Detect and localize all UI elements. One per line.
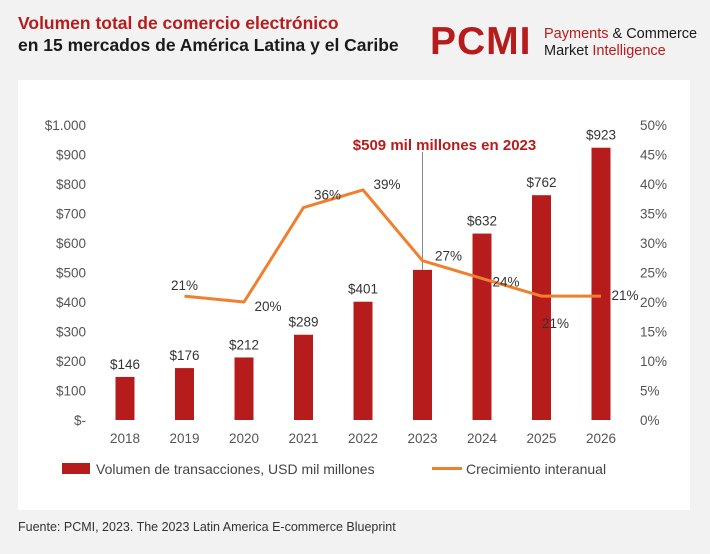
- y-right-tick-label: 30%: [640, 236, 667, 251]
- y-right-tick-label: 5%: [640, 384, 660, 399]
- y-left-tick-label: $1.000: [45, 118, 86, 133]
- growth-data-label: 39%: [373, 177, 400, 192]
- y-left-tick-label: $-: [74, 413, 86, 428]
- growth-data-label: 36%: [314, 188, 341, 203]
- growth-line: [184, 188, 601, 304]
- logo-word-intelligence: Intelligence: [592, 43, 666, 59]
- x-tick-label: 2018: [110, 431, 140, 446]
- bar: [353, 301, 373, 420]
- legend-swatch-bars: [62, 463, 90, 474]
- bar-data-label: $762: [526, 175, 556, 190]
- growth-data-label: 20%: [254, 299, 281, 314]
- y-left-tick-label: $300: [56, 325, 86, 340]
- x-tick-label: 2022: [348, 431, 378, 446]
- legend-label-bars: Volumen de transacciones, USD mil millon…: [96, 461, 375, 477]
- bar-data-label: $401: [348, 282, 378, 297]
- logo-word-market: Market: [544, 43, 589, 59]
- bar-data-label: $212: [229, 337, 259, 352]
- y-right-tick-label: 35%: [640, 207, 667, 222]
- growth-data-label: 24%: [492, 274, 519, 289]
- y-left-tick-label: $500: [56, 266, 86, 281]
- bar-data-label: $176: [169, 348, 199, 363]
- annotation-label: $509 mil millones en 2023: [353, 137, 536, 154]
- chart-title: Volumen total de comercio electrónico en…: [18, 12, 438, 56]
- y-left-tick-label: $900: [56, 148, 86, 163]
- x-tick-label: 2020: [229, 431, 259, 446]
- y-right-tick-label: 40%: [640, 177, 667, 192]
- x-tick-label: 2024: [467, 431, 498, 446]
- x-tick-label: 2025: [526, 431, 556, 446]
- y-left-tick-label: $200: [56, 354, 86, 369]
- legend-label-line: Crecimiento interanual: [466, 461, 606, 477]
- logo-word-payments: Payments: [544, 26, 609, 42]
- bar: [591, 147, 611, 420]
- x-tick-label: 2019: [169, 431, 199, 446]
- y-left-tick-label: $700: [56, 207, 86, 222]
- y-right-tick-label: 20%: [640, 295, 667, 310]
- growth-data-label: 21%: [611, 288, 638, 303]
- bar: [175, 368, 194, 420]
- bar: [532, 195, 551, 420]
- y-right-tick-label: 0%: [640, 413, 660, 428]
- y-right-tick-label: 50%: [640, 118, 667, 133]
- source-note: Fuente: PCMI, 2023. The 2023 Latin Ameri…: [18, 520, 396, 534]
- bar: [472, 233, 492, 420]
- title-line-2: en 15 mercados de América Latina y el Ca…: [18, 35, 399, 55]
- y-right-tick-label: 45%: [640, 148, 667, 163]
- bar-data-label: $923: [586, 128, 616, 143]
- bar-data-label: $146: [110, 357, 140, 372]
- y-left-tick-label: $400: [56, 295, 86, 310]
- growth-data-label: 21%: [542, 316, 569, 331]
- bar: [413, 269, 432, 420]
- logo-word-commerce: & Commerce: [612, 26, 698, 42]
- y-left-tick-label: $600: [56, 236, 86, 251]
- logo-mark: PCMI: [430, 20, 532, 63]
- logo-words: Payments & Commerce Market Intelligence: [544, 26, 697, 60]
- y-right-tick-label: 10%: [640, 354, 667, 369]
- x-tick-label: 2026: [586, 431, 616, 446]
- y-right-tick-label: 25%: [640, 266, 667, 281]
- y-right-tick-label: 15%: [640, 325, 667, 340]
- growth-data-label: 21%: [171, 278, 198, 293]
- bar-data-label: $289: [288, 315, 318, 330]
- bar: [234, 357, 254, 420]
- title-line-1: Volumen total de comercio electrónico: [18, 13, 339, 33]
- chart-svg: $- $100 $200 $300 $400 $500 $600 $700 $800 $900 $1…: [45, 118, 667, 477]
- bar: [115, 376, 135, 420]
- bar: [294, 334, 313, 420]
- y-left-tick-label: $100: [56, 384, 86, 399]
- growth-data-label: 27%: [435, 249, 462, 264]
- x-tick-label: 2021: [288, 431, 318, 446]
- x-tick-label: 2023: [407, 431, 437, 446]
- bar-data-label: $632: [467, 214, 497, 229]
- y-left-tick-label: $800: [56, 177, 86, 192]
